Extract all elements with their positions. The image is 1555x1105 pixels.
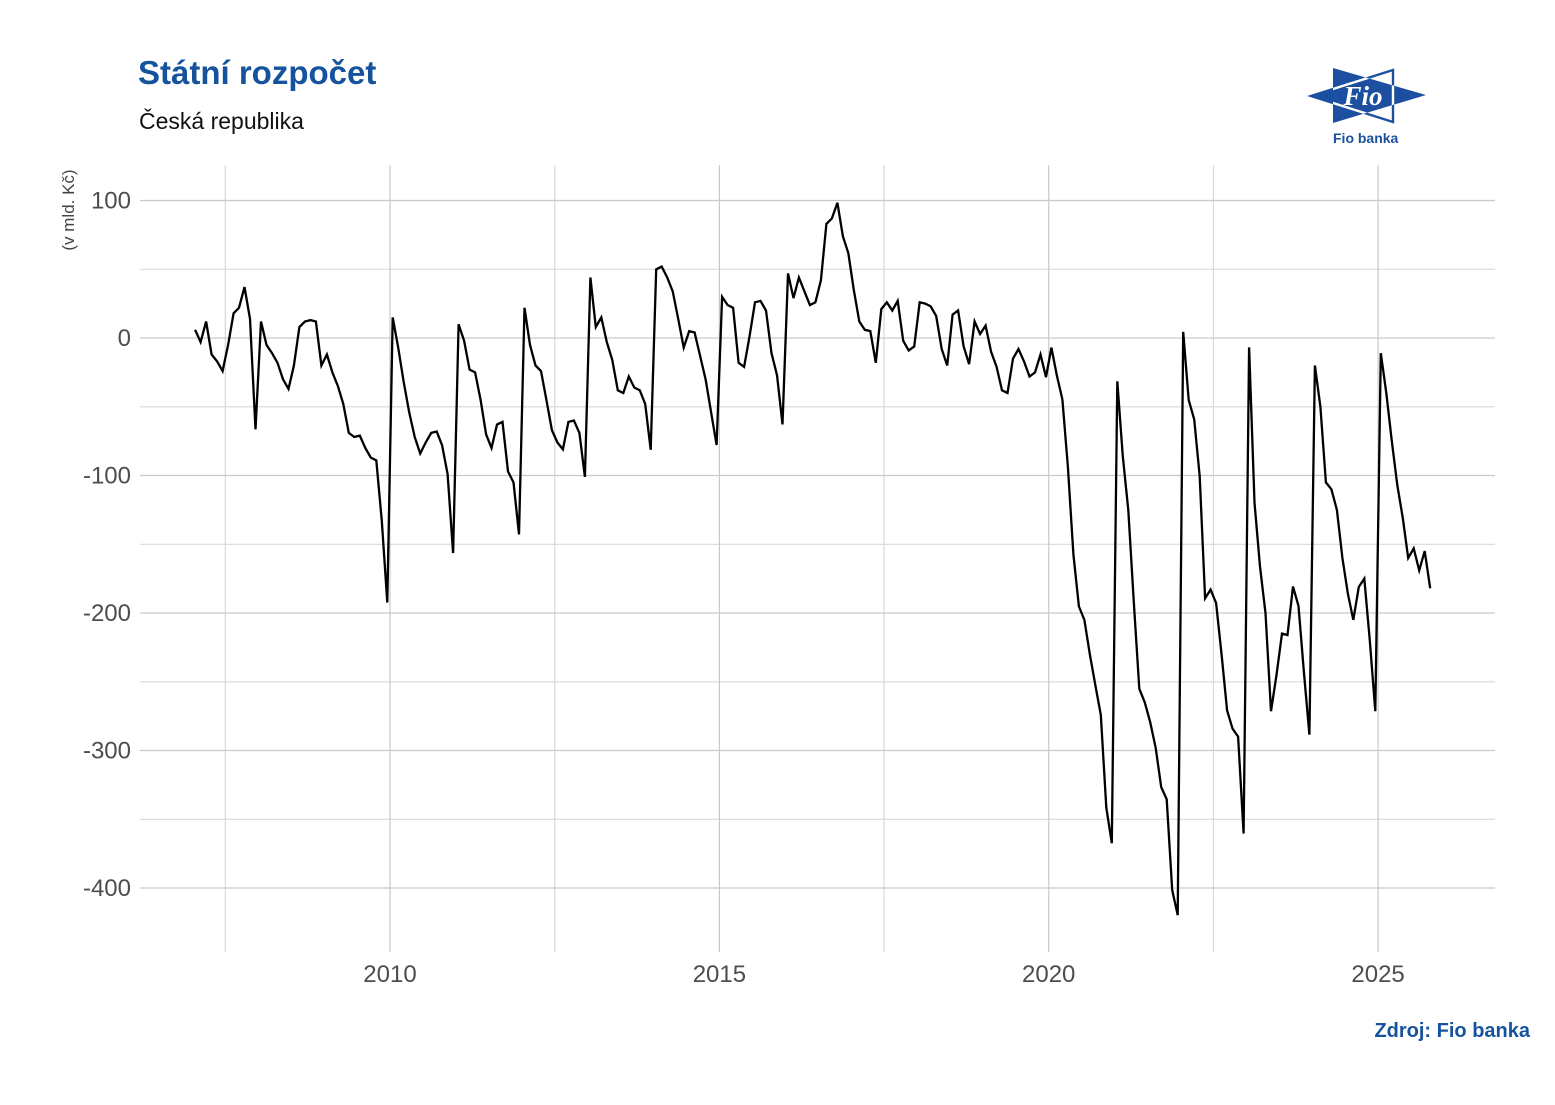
y-tick-label: 0: [118, 325, 131, 352]
y-tick-label: -300: [83, 738, 131, 765]
logo-mark-text: Fio: [1342, 81, 1382, 111]
x-tick-label: 2010: [363, 961, 416, 988]
page-subtitle: Česká republika: [139, 108, 304, 134]
logo-outline-overlay-icon: [1333, 68, 1395, 123]
axis-labels: 100 0 -100 -200 -300 -400 2010 2015 2020 2025: [83, 188, 1405, 989]
fio-logo: Fio Fio banka: [1307, 68, 1426, 146]
y-tick-label: -200: [83, 600, 131, 627]
y-tick-label: 100: [91, 188, 131, 215]
logo-left-tip-icon: [1311, 89, 1333, 103]
logo-bank-name: Fio banka: [1333, 130, 1399, 146]
x-tick-label: 2020: [1022, 961, 1075, 988]
budget-line: [194, 202, 1432, 916]
x-tick-label: 2015: [693, 961, 746, 988]
y-tick-label: -400: [83, 875, 131, 902]
page-title: Státní rozpočet: [138, 54, 377, 91]
x-tick-label: 2025: [1351, 961, 1404, 988]
source-credit: Zdroj: Fio banka: [1374, 1020, 1530, 1042]
grid-minor: [140, 165, 1495, 952]
grid-major: [140, 165, 1495, 952]
y-tick-label: -100: [83, 463, 131, 490]
